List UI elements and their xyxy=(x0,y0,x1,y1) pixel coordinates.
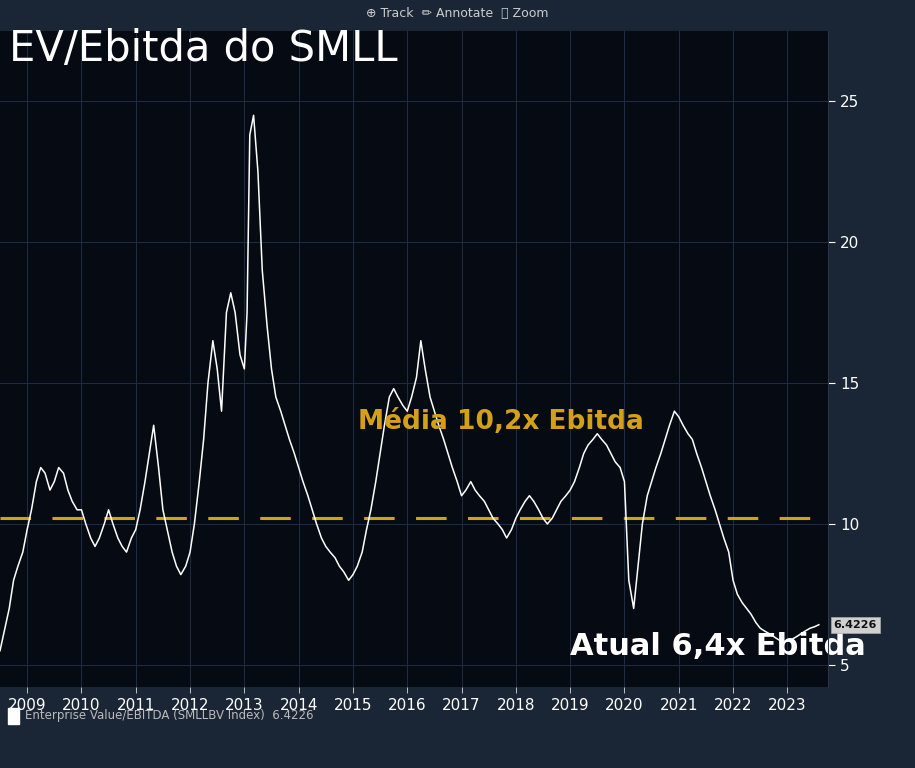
Text: Média 10,2x Ebitda: Média 10,2x Ebitda xyxy=(359,409,644,435)
Text: Atual 6,4x Ebitda: Atual 6,4x Ebitda xyxy=(570,631,866,660)
Text: Enterprise Value/EBITDA (SMLLBV Index)  6.4226: Enterprise Value/EBITDA (SMLLBV Index) 6… xyxy=(25,709,313,722)
Text: EV/Ebitda do SMLL: EV/Ebitda do SMLL xyxy=(9,28,398,71)
Text: 6.4226: 6.4226 xyxy=(834,620,877,630)
Text: ⊕ Track  ✏ Annotate  🔍 Zoom: ⊕ Track ✏ Annotate 🔍 Zoom xyxy=(366,8,549,20)
Bar xyxy=(8,707,19,723)
